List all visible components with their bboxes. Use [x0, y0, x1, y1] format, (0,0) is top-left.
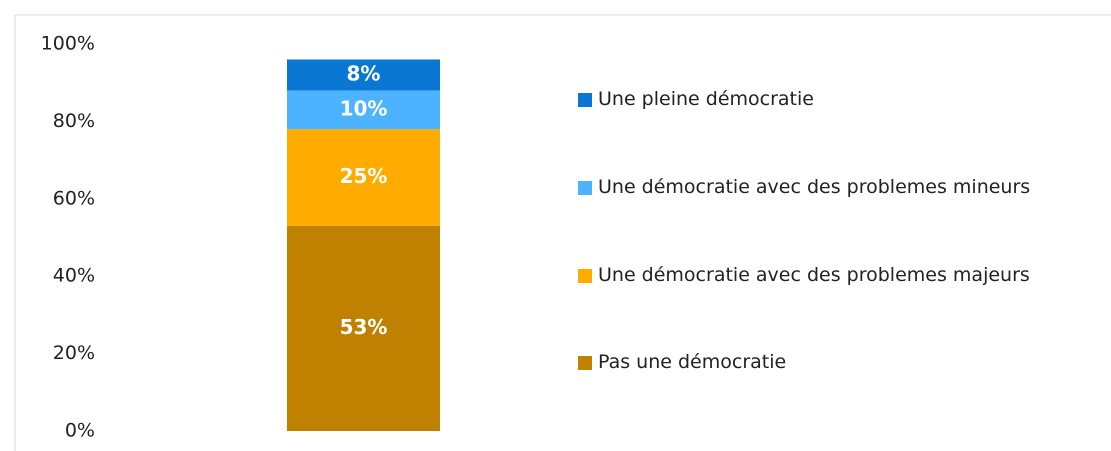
bar-segment — [287, 129, 440, 226]
legend-swatch — [578, 269, 592, 283]
data-label: 53% — [340, 315, 388, 339]
bar-segment — [287, 59, 440, 91]
y-tick-label: 60% — [53, 187, 95, 209]
chart-frame — [14, 14, 1111, 451]
legend-label: Une pleine démocratie — [598, 88, 814, 110]
legend-label: Une démocratie avec des problemes majeur… — [598, 264, 1030, 286]
legend-swatch — [578, 181, 592, 195]
legend-swatch — [578, 93, 592, 107]
bar-segment — [287, 90, 440, 130]
bar-segment — [287, 225, 440, 431]
y-tick-label: 0% — [65, 420, 95, 442]
legend-item: Une pleine démocratie — [578, 85, 1078, 114]
y-tick-label: 40% — [53, 265, 95, 287]
legend-swatch — [578, 356, 592, 370]
y-tick-label: 80% — [53, 110, 95, 132]
data-label: 8% — [347, 61, 381, 85]
data-label: 10% — [340, 96, 388, 120]
data-label: 25% — [340, 164, 388, 188]
legend-item: Une démocratie avec des problemes mineur… — [578, 173, 1078, 202]
legend-item: Pas une démocratie — [578, 348, 1078, 377]
legend-label: Une démocratie avec des problemes mineur… — [598, 176, 1031, 198]
legend-label: Pas une démocratie — [598, 351, 787, 373]
y-tick-label: 100% — [41, 33, 95, 55]
legend-item: Une démocratie avec des problemes majeur… — [578, 261, 1078, 290]
y-tick-label: 20% — [53, 342, 95, 364]
